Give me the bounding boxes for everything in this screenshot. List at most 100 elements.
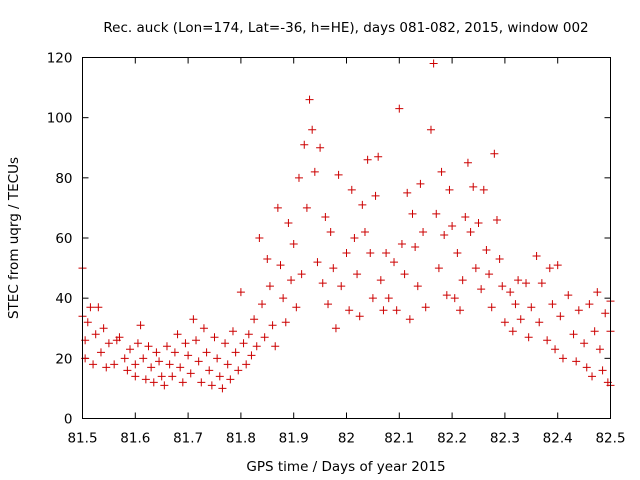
data-point xyxy=(548,300,557,309)
data-point xyxy=(421,303,430,312)
data-point xyxy=(403,188,412,197)
data-point xyxy=(445,185,454,194)
data-point xyxy=(334,170,343,179)
data-point xyxy=(244,330,253,339)
x-tick-label: 82.1 xyxy=(384,431,414,447)
data-point xyxy=(297,270,306,279)
data-point xyxy=(287,276,296,285)
data-point xyxy=(155,357,164,366)
data-point xyxy=(474,218,483,227)
data-point xyxy=(397,240,406,249)
data-point xyxy=(392,306,401,315)
y-axis-label: STEC from uqrg / TECUs xyxy=(6,157,22,319)
data-point xyxy=(268,321,277,330)
data-point xyxy=(115,333,124,342)
data-point xyxy=(252,342,261,351)
data-point xyxy=(205,366,214,375)
data-point xyxy=(345,306,354,315)
data-point xyxy=(192,336,201,345)
data-point xyxy=(514,276,523,285)
data-point xyxy=(281,318,290,327)
data-point xyxy=(102,363,111,372)
data-point xyxy=(580,339,589,348)
data-point xyxy=(231,348,240,357)
data-point xyxy=(545,264,554,273)
data-point xyxy=(99,324,108,333)
data-point xyxy=(96,348,105,357)
data-point xyxy=(440,230,449,239)
data-point xyxy=(543,336,552,345)
data-point xyxy=(413,282,422,291)
data-point xyxy=(329,264,338,273)
data-point xyxy=(318,279,327,288)
data-point xyxy=(126,345,135,354)
data-point xyxy=(508,327,517,336)
data-point xyxy=(355,312,364,321)
axis-ticks: 81.5 81.6 81.7 81.8 81.9 82 82.1 82.2 82.3 82.4 82… xyxy=(47,51,626,447)
data-point xyxy=(516,315,525,324)
data-point xyxy=(374,152,383,161)
data-point xyxy=(302,203,311,212)
data-point xyxy=(556,312,565,321)
data-point xyxy=(170,348,179,357)
data-point xyxy=(147,363,156,372)
data-point xyxy=(572,357,581,366)
x-tick-label: 81.7 xyxy=(173,431,203,447)
data-point xyxy=(429,59,438,68)
data-point xyxy=(482,246,491,255)
x-axis-label: GPS time / Days of year 2015 xyxy=(246,459,445,475)
data-point xyxy=(506,288,515,297)
data-points xyxy=(78,59,615,393)
data-point xyxy=(601,309,610,318)
data-point xyxy=(405,315,414,324)
data-point xyxy=(255,234,264,242)
data-point xyxy=(131,360,140,369)
data-point xyxy=(358,200,367,209)
data-point xyxy=(141,375,150,384)
data-point xyxy=(416,179,425,188)
data-point xyxy=(236,288,245,297)
data-point xyxy=(289,240,298,249)
data-point xyxy=(91,330,100,339)
data-point xyxy=(569,330,578,339)
data-point xyxy=(178,378,187,387)
data-point xyxy=(419,227,428,236)
data-point xyxy=(379,306,388,315)
y-tick-label: 120 xyxy=(47,51,73,67)
data-point xyxy=(461,212,470,221)
data-point xyxy=(411,243,420,252)
data-point xyxy=(366,249,375,258)
data-point xyxy=(123,366,132,375)
data-point xyxy=(426,125,435,134)
data-point xyxy=(500,318,509,327)
data-point xyxy=(279,294,288,303)
data-point xyxy=(498,282,507,291)
data-point xyxy=(157,372,166,381)
data-point xyxy=(490,149,499,158)
data-point xyxy=(162,342,171,351)
data-point xyxy=(265,282,274,291)
data-point xyxy=(250,315,259,324)
data-point xyxy=(487,303,496,312)
data-point xyxy=(294,173,303,182)
data-point xyxy=(463,158,472,167)
data-point xyxy=(305,95,314,104)
data-point xyxy=(149,378,158,387)
data-point xyxy=(276,261,285,270)
data-point xyxy=(260,333,269,342)
data-point xyxy=(453,249,462,258)
data-point xyxy=(284,218,293,227)
data-point xyxy=(553,261,562,270)
data-point xyxy=(131,372,140,381)
data-point xyxy=(535,318,544,327)
data-point xyxy=(89,360,98,369)
data-point xyxy=(263,255,272,264)
x-tick-label: 82.2 xyxy=(437,431,467,447)
data-point xyxy=(168,372,177,381)
data-point xyxy=(308,125,317,134)
data-point xyxy=(527,303,536,312)
data-point xyxy=(448,221,457,230)
data-point xyxy=(173,330,182,339)
data-point xyxy=(189,315,198,324)
